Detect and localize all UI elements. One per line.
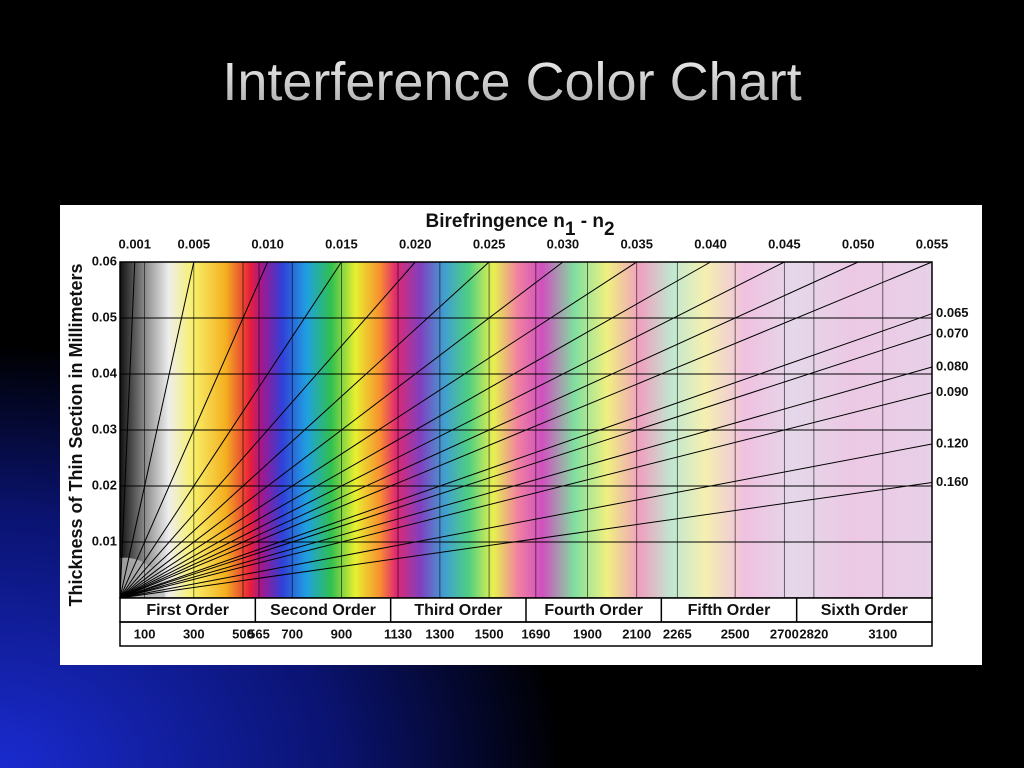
retardation-label: 1130	[384, 626, 412, 641]
retardation-label: 2100	[622, 626, 651, 641]
birefringence-label: 0.030	[547, 236, 580, 251]
birefringence-line	[119, 333, 933, 599]
retardation-label: 2265	[663, 626, 692, 641]
birefringence-label: 0.065	[936, 305, 969, 320]
birefringence-label: 0.080	[936, 358, 969, 373]
y-tick-label: 0.01	[92, 533, 117, 548]
birefringence-line	[119, 261, 416, 599]
x-axis-title-part: Birefringence n	[425, 211, 564, 232]
y-axis-title: Thickness of Thin Section in Millimeters	[66, 263, 86, 606]
order-label: Sixth Order	[821, 602, 908, 619]
order-label: First Order	[146, 602, 229, 619]
birefringence-line	[119, 261, 637, 599]
birefringence-line	[119, 482, 933, 599]
birefringence-line	[119, 261, 711, 599]
retardation-label: 300	[183, 626, 205, 641]
birefringence-line	[119, 443, 933, 599]
y-tick-label: 0.05	[92, 309, 117, 324]
retardation-label: 700	[281, 626, 303, 641]
birefringence-label: 0.160	[936, 474, 969, 489]
birefringence-label: 0.120	[936, 435, 969, 450]
retardation-label: 3100	[868, 626, 897, 641]
birefringence-line	[119, 261, 342, 599]
retardation-label: 1690	[521, 626, 550, 641]
y-tick-label: 0.03	[92, 421, 117, 436]
birefringence-line	[119, 261, 859, 599]
retardation-label: 1300	[425, 626, 454, 641]
birefringence-label: 0.090	[936, 384, 969, 399]
retardation-label: 2700	[770, 626, 799, 641]
birefringence-label: 0.010	[251, 236, 284, 251]
birefringence-line	[119, 261, 195, 599]
birefringence-line	[119, 261, 490, 599]
retardation-label: 900	[331, 626, 353, 641]
retardation-label: 1900	[573, 626, 602, 641]
birefringence-label: 0.001	[118, 236, 151, 251]
order-label: Fourth Order	[544, 602, 643, 619]
retardation-label: 500	[232, 626, 254, 641]
birefringence-line	[119, 261, 785, 599]
birefringence-label: 0.035	[620, 236, 653, 251]
y-tick-label: 0.02	[92, 477, 117, 492]
birefringence-line	[119, 261, 269, 599]
y-tick-label: 0.04	[92, 365, 118, 380]
x-axis-title-part: 1	[565, 219, 576, 240]
birefringence-line	[119, 366, 933, 599]
birefringence-label: 0.070	[936, 325, 969, 340]
retardation-label: 2820	[799, 626, 828, 641]
slide-title: Interference Color Chart	[222, 52, 801, 112]
y-tick-label: 0.06	[92, 253, 117, 268]
retardation-label: 2500	[721, 626, 750, 641]
order-label: Fifth Order	[688, 602, 771, 619]
x-axis-title-part: 2	[604, 219, 615, 240]
birefringence-label: 0.020	[399, 236, 432, 251]
birefringence-line	[119, 261, 933, 599]
retardation-label: 100	[134, 626, 156, 641]
retardation-label: 1500	[475, 626, 504, 641]
order-label: Third Order	[414, 602, 502, 619]
birefringence-label: 0.055	[916, 236, 949, 251]
order-label: Second Order	[270, 602, 376, 619]
birefringence-label: 0.015	[325, 236, 358, 251]
birefringence-label: 0.005	[178, 236, 211, 251]
x-axis-title-part: - n	[575, 211, 604, 232]
birefringence-line	[119, 261, 564, 599]
birefringence-label: 0.050	[842, 236, 875, 251]
birefringence-label: 0.025	[473, 236, 506, 251]
retardation-label: 565	[248, 626, 270, 641]
birefringence-label: 0.040	[694, 236, 727, 251]
birefringence-line	[119, 392, 933, 599]
birefringence-line	[119, 261, 136, 599]
birefringence-label: 0.045	[768, 236, 801, 251]
birefringence-line	[119, 313, 933, 599]
x-axis-title: Birefringence n1 - n2	[425, 211, 614, 240]
